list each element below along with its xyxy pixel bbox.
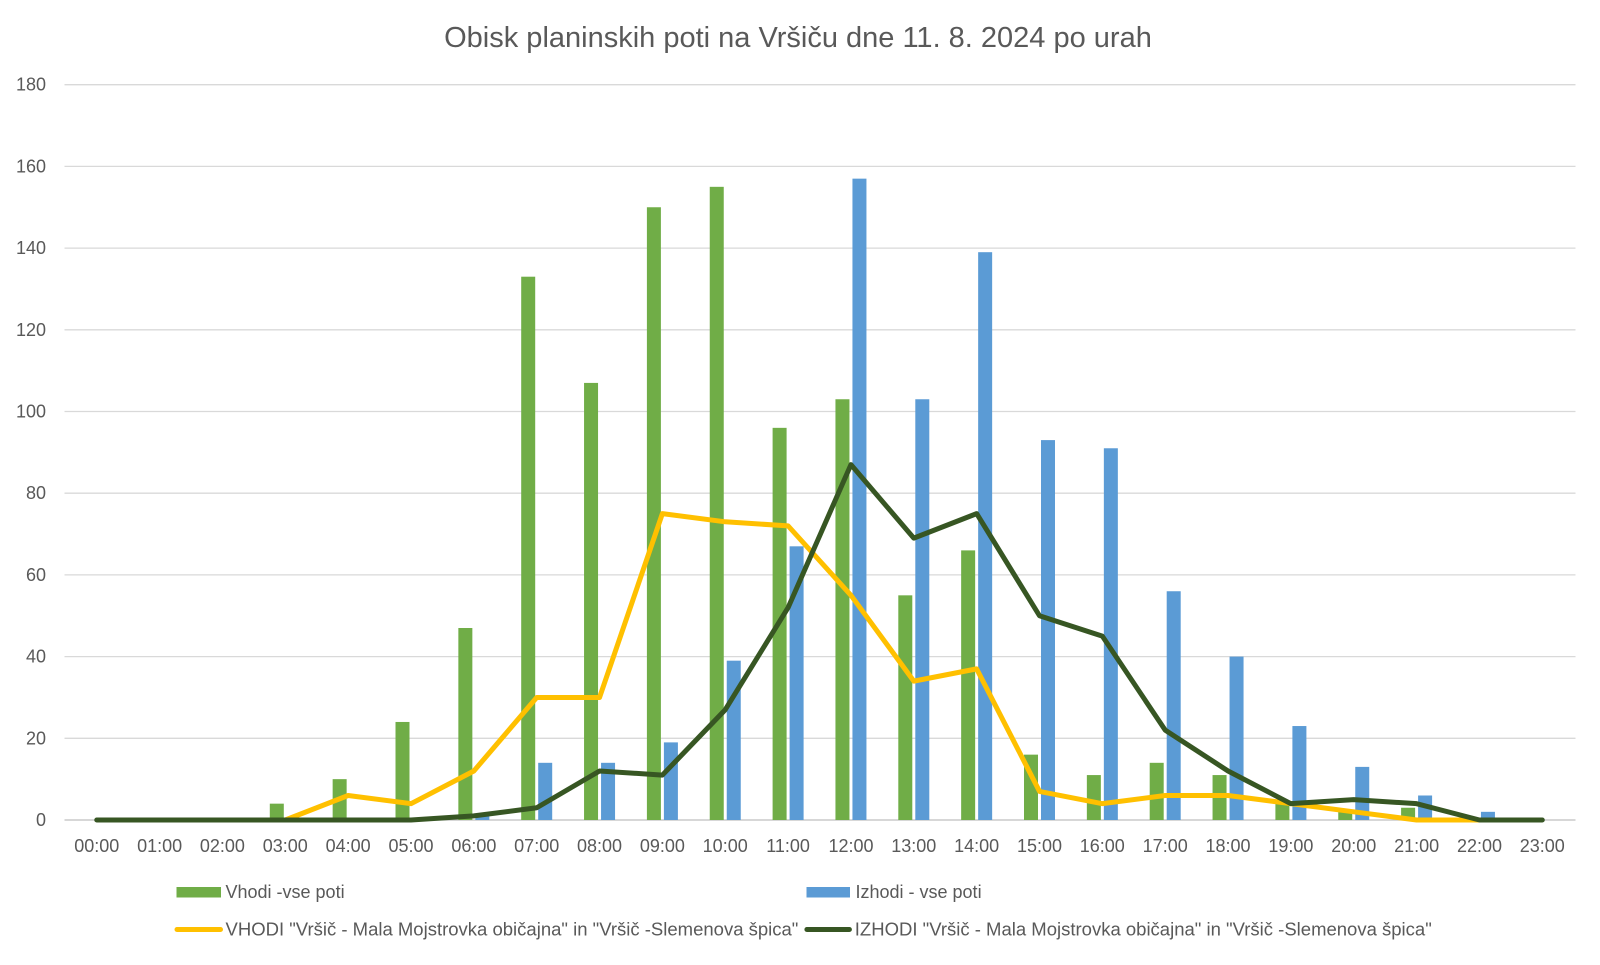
svg-text:Izhodi - vse poti: Izhodi - vse poti [856,882,982,902]
svg-text:16:00: 16:00 [1080,836,1125,856]
svg-text:07:00: 07:00 [514,836,559,856]
svg-text:VHODI "Vršič - Mala Mojstrovka: VHODI "Vršič - Mala Mojstrovka običajna"… [226,919,799,940]
svg-text:13:00: 13:00 [891,836,936,856]
svg-text:05:00: 05:00 [388,836,433,856]
svg-text:18:00: 18:00 [1205,836,1250,856]
svg-text:00:00: 00:00 [74,836,119,856]
svg-text:10:00: 10:00 [703,836,748,856]
svg-text:01:00: 01:00 [137,836,182,856]
svg-text:0: 0 [36,810,46,830]
svg-text:180: 180 [16,75,46,95]
svg-text:IZHODI "Vršič - Mala Mojstrovk: IZHODI "Vršič - Mala Mojstrovka običajna… [855,919,1432,940]
svg-text:22:00: 22:00 [1457,836,1502,856]
svg-text:19:00: 19:00 [1268,836,1313,856]
svg-text:14:00: 14:00 [954,836,999,856]
svg-text:23:00: 23:00 [1520,836,1565,856]
svg-text:02:00: 02:00 [200,836,245,856]
svg-text:12:00: 12:00 [828,836,873,856]
svg-text:160: 160 [16,156,46,176]
svg-text:120: 120 [16,320,46,340]
svg-text:Vhodi -vse poti: Vhodi -vse poti [226,882,345,902]
svg-text:20: 20 [26,728,46,748]
svg-text:Obisk planinskih poti na Vršič: Obisk planinskih poti na Vršiču dne 11. … [444,22,1152,54]
svg-text:80: 80 [26,483,46,503]
svg-text:21:00: 21:00 [1394,836,1439,856]
svg-text:09:00: 09:00 [640,836,685,856]
svg-text:100: 100 [16,402,46,422]
svg-text:140: 140 [16,238,46,258]
svg-text:08:00: 08:00 [577,836,622,856]
svg-text:17:00: 17:00 [1143,836,1188,856]
svg-text:60: 60 [26,565,46,585]
svg-text:03:00: 03:00 [263,836,308,856]
svg-text:15:00: 15:00 [1017,836,1062,856]
svg-text:06:00: 06:00 [451,836,496,856]
svg-text:20:00: 20:00 [1331,836,1376,856]
svg-text:11:00: 11:00 [766,836,810,856]
svg-text:04:00: 04:00 [326,836,371,856]
svg-text:40: 40 [26,647,46,667]
